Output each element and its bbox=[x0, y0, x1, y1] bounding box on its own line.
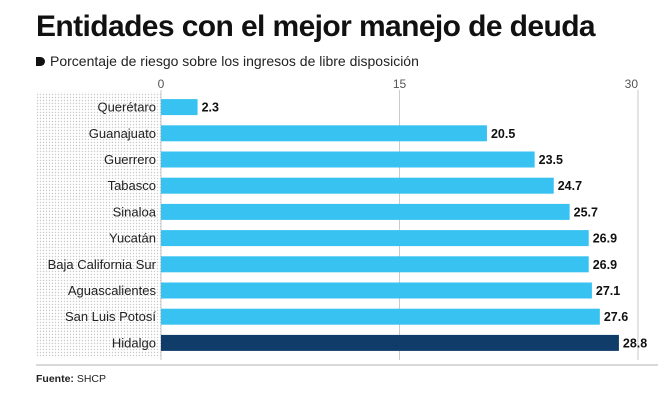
category-label-hidalgo: Hidalgo bbox=[112, 335, 156, 350]
value-label-tabasco: 24.7 bbox=[558, 179, 582, 193]
value-label-queretaro: 2.3 bbox=[202, 101, 219, 115]
bar-san-luis-potosi bbox=[161, 308, 600, 325]
chart-title: Entidades con el mejor manejo de deuda bbox=[36, 10, 596, 43]
bar-tabasco bbox=[161, 177, 554, 194]
value-label-baja-california-sur: 26.9 bbox=[593, 258, 617, 272]
source-label: Fuente: bbox=[36, 373, 74, 385]
subtitle-marker-icon bbox=[36, 56, 45, 66]
bar-baja-california-sur bbox=[161, 256, 589, 273]
bar-guanajuato bbox=[161, 125, 487, 142]
value-label-san-luis-potosi: 27.6 bbox=[604, 310, 628, 324]
bar-sinaloa bbox=[161, 203, 570, 220]
value-label-aguascalientes: 27.1 bbox=[596, 284, 620, 298]
subtitle-text: Porcentaje de riesgo sobre los ingresos … bbox=[50, 53, 419, 69]
bar-yucatan bbox=[161, 230, 589, 247]
category-label-aguascalientes: Aguascalientes bbox=[68, 283, 157, 298]
chart-subtitle: Porcentaje de riesgo sobre los ingresos … bbox=[36, 53, 419, 69]
bar-aguascalientes bbox=[161, 282, 592, 299]
category-label-tabasco: Tabasco bbox=[108, 178, 156, 193]
x-tick-label-30: 30 bbox=[625, 77, 639, 91]
category-label-queretaro: Querétaro bbox=[97, 100, 156, 115]
category-label-san-luis-potosi: San Luis Potosí bbox=[65, 309, 156, 324]
value-label-sinaloa: 25.7 bbox=[574, 205, 598, 219]
x-tick-label-15: 15 bbox=[393, 77, 407, 91]
category-label-sinaloa: Sinaloa bbox=[113, 204, 157, 219]
bar-queretaro bbox=[161, 99, 198, 116]
value-label-guerrero: 23.5 bbox=[539, 153, 563, 167]
category-label-baja-california-sur: Baja California Sur bbox=[48, 257, 157, 272]
label-area-background bbox=[36, 92, 161, 358]
bar-guerrero bbox=[161, 151, 535, 168]
value-label-yucatan: 26.9 bbox=[593, 232, 617, 246]
value-label-hidalgo: 28.8 bbox=[623, 336, 647, 350]
category-label-guanajuato: Guanajuato bbox=[89, 126, 156, 141]
source-note: Fuente: SHCP bbox=[36, 373, 106, 385]
source-value: SHCP bbox=[76, 373, 107, 385]
x-tick-label-0: 0 bbox=[158, 77, 165, 91]
category-label-guerrero: Guerrero bbox=[104, 152, 156, 167]
category-label-yucatan: Yucatán bbox=[109, 231, 156, 246]
bar-hidalgo bbox=[161, 334, 619, 351]
value-label-guanajuato: 20.5 bbox=[491, 127, 515, 141]
